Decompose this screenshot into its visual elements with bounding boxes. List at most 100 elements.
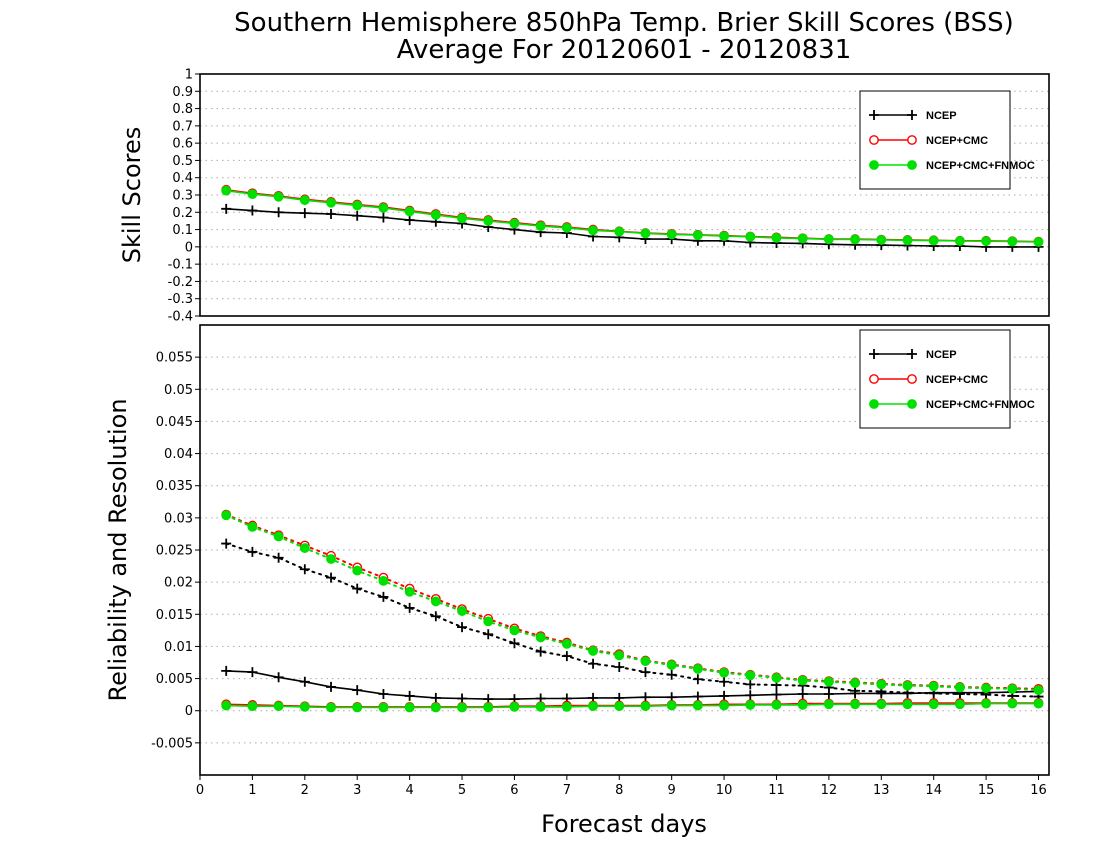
- ncep-cmc-fnmoc-point: [666, 229, 677, 240]
- ncep-point: [692, 674, 703, 685]
- ncep-cmc-fnmoc-point: [981, 236, 992, 247]
- ncep-cmc-fnmoc-point: [614, 701, 625, 712]
- ncep-cmc-fnmoc-point: [247, 521, 258, 532]
- ncep-cmc-fnmoc-point: [614, 650, 625, 661]
- ncep-cmc-fnmoc-point: [404, 206, 415, 217]
- ncep-cmc-fnmoc-point: [981, 683, 992, 694]
- chart-title-line1: Southern Hemisphere 850hPa Temp. Brier S…: [234, 8, 1014, 38]
- ncep-point: [483, 629, 494, 640]
- ncep-cmc-fnmoc-point: [299, 543, 310, 553]
- y-tick-label: 0.5: [172, 154, 193, 169]
- ncep-cmc-fnmoc-point: [535, 701, 546, 712]
- ncep-cmc-fnmoc-point: [823, 234, 834, 245]
- ncep-cmc-fnmoc-point: [823, 699, 834, 710]
- y-tick-label: 0.03: [164, 511, 193, 526]
- legend-ncep-cmc-marker: [907, 374, 917, 384]
- legend-ncep-cmc-label: NCEP+CMC: [926, 374, 988, 386]
- x-axis-label: Forecast days: [541, 810, 707, 838]
- ncep-point: [299, 676, 310, 687]
- ncep-cmc-fnmoc-point: [823, 676, 834, 687]
- y-tick-label: 0.8: [172, 102, 193, 117]
- ncep-cmc-fnmoc-point: [797, 233, 808, 244]
- legend-ncep-marker: [907, 349, 917, 359]
- ncep-cmc-fnmoc-point: [378, 702, 389, 713]
- ncep-cmc-fnmoc-point: [221, 185, 232, 196]
- ncep-cmc-fnmoc-point: [535, 221, 546, 232]
- ncep-cmc-fnmoc-point: [457, 213, 467, 224]
- ncep-point: [588, 658, 599, 669]
- ncep-cmc-fnmoc-point: [640, 656, 651, 667]
- ncep-cmc-fnmoc-point: [719, 231, 729, 242]
- legend-ncep-label: NCEP: [926, 349, 957, 361]
- legend-ncep-cmc-fnmoc-marker: [869, 399, 879, 409]
- x-tick-label: 2: [301, 783, 309, 798]
- chart-title-line2: Average For 20120601 - 20120831: [397, 35, 852, 65]
- ncep-cmc-fnmoc-point: [483, 216, 494, 226]
- bottom-y-axis-label: Reliability and Resolution: [104, 398, 132, 701]
- legend-ncep-cmc-fnmoc-marker: [907, 160, 917, 170]
- y-tick-label: 0.035: [156, 479, 193, 494]
- ncep-point: [404, 602, 415, 613]
- ncep-cmc-fnmoc-point: [1033, 698, 1044, 709]
- ncep-cmc-fnmoc-point: [457, 702, 467, 713]
- legend-ncep-cmc-fnmoc-marker: [907, 399, 917, 409]
- ncep-cmc-fnmoc-point: [666, 700, 677, 711]
- ncep-point: [404, 690, 415, 701]
- ncep-cmc-fnmoc-point: [981, 698, 992, 709]
- ncep-cmc-fnmoc-point: [876, 699, 887, 710]
- ncep-point: [326, 572, 337, 583]
- ncep-cmc-fnmoc-point: [640, 228, 651, 239]
- ncep-cmc-fnmoc-point: [850, 234, 860, 245]
- ncep-point: [797, 689, 808, 699]
- y-tick-label: 0.015: [156, 608, 193, 623]
- legend-ncep-cmc-label: NCEP+CMC: [926, 135, 988, 147]
- ncep-point: [640, 667, 651, 678]
- y-tick-label: -0.4: [168, 310, 193, 325]
- ncep-point: [378, 689, 389, 699]
- ncep-cmc-fnmoc-point: [561, 638, 572, 649]
- ncep-cmc-fnmoc-point: [902, 680, 913, 691]
- ncep-point: [247, 205, 258, 216]
- ncep-cmc-fnmoc-point: [352, 565, 363, 576]
- y-tick-label: 0.9: [172, 85, 193, 100]
- ncep-cmc-fnmoc-point: [955, 682, 965, 693]
- ncep-cmc-fnmoc-point: [666, 660, 677, 670]
- x-tick-label: 11: [768, 783, 785, 798]
- ncep-point: [692, 691, 703, 702]
- ncep-cmc-fnmoc-point: [902, 235, 913, 246]
- plot-frame: [199, 73, 1050, 317]
- y-tick-label: -0.005: [151, 736, 193, 751]
- y-tick-label: -0.3: [168, 292, 193, 307]
- ncep-cmc-fnmoc-point: [1033, 237, 1044, 247]
- ncep-point: [614, 662, 625, 672]
- ncep-cmc-fnmoc-point: [771, 232, 782, 243]
- x-tick-label: 9: [668, 783, 676, 798]
- ncep-point: [509, 638, 520, 649]
- ncep-cmc-fnmoc-point: [483, 616, 494, 627]
- legend-ncep-marker: [869, 349, 879, 359]
- ncep-cmc-fnmoc-point: [273, 701, 284, 712]
- ncep-cmc-fnmoc-point: [326, 197, 336, 208]
- x-tick-label: 0: [196, 783, 204, 798]
- ncep-point: [221, 203, 232, 214]
- ncep-cmc-fnmoc-point: [1007, 698, 1018, 709]
- ncep-cmc-fnmoc-point: [273, 191, 284, 202]
- ncep-cmc-fnmoc-point: [326, 702, 336, 713]
- ncep-point: [457, 693, 468, 704]
- ncep-point: [247, 546, 258, 557]
- ncep-cmc-fnmoc-point: [850, 699, 860, 710]
- ncep-cmc-fnmoc-point: [299, 195, 310, 206]
- y-tick-label: 0.2: [172, 206, 193, 221]
- ncep-cmc-fnmoc-point: [719, 700, 729, 711]
- ncep-cmc-fnmoc-point: [509, 701, 520, 712]
- ncep-point: [352, 583, 363, 594]
- reliability-resolution-panel: -0.005 0 0.005 0.01 0.015 0.02 0.025 0.03 0.035 0…: [151, 324, 1050, 798]
- ncep-cmc-fnmoc-point: [614, 226, 625, 237]
- y-tick-label: 0.4: [172, 171, 193, 186]
- y-tick-label: 0.04: [164, 447, 193, 462]
- y-tick-label: 0: [185, 240, 193, 255]
- x-tick-label: 3: [353, 783, 361, 798]
- ncep-cmc-fnmoc-point: [928, 681, 939, 692]
- ncep-cmc-fnmoc-point: [352, 200, 363, 211]
- ncep-cmc-fnmoc-point: [719, 667, 729, 678]
